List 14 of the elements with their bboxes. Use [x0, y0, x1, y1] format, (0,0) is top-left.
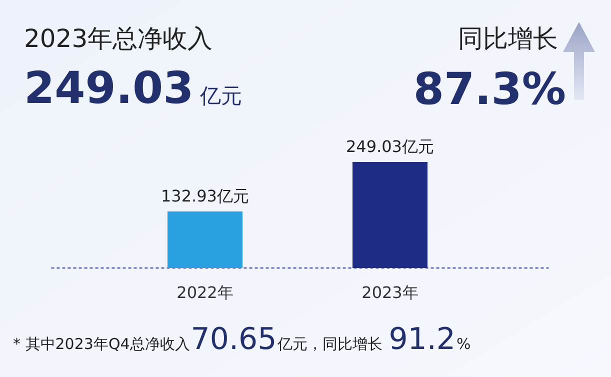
text: 70.65: [190, 322, 277, 357]
chart-title: 2023年总净收入: [24, 24, 213, 53]
text: 87.3%: [413, 64, 566, 115]
x-tick-label: 2022年: [176, 283, 234, 302]
text: 亿元，同比增长: [276, 335, 383, 353]
data-label: 249.03亿元: [346, 137, 434, 156]
x-tick-label: 2023年: [362, 283, 418, 302]
text: * 其中2023年Q4总净收入: [13, 335, 190, 353]
text: %: [456, 335, 471, 353]
text: 249.03: [24, 63, 194, 114]
text: 亿元: [198, 84, 242, 108]
text: 同比增长: [458, 24, 558, 53]
text: 91.2: [388, 322, 456, 357]
data-label: 132.93亿元: [161, 186, 249, 206]
